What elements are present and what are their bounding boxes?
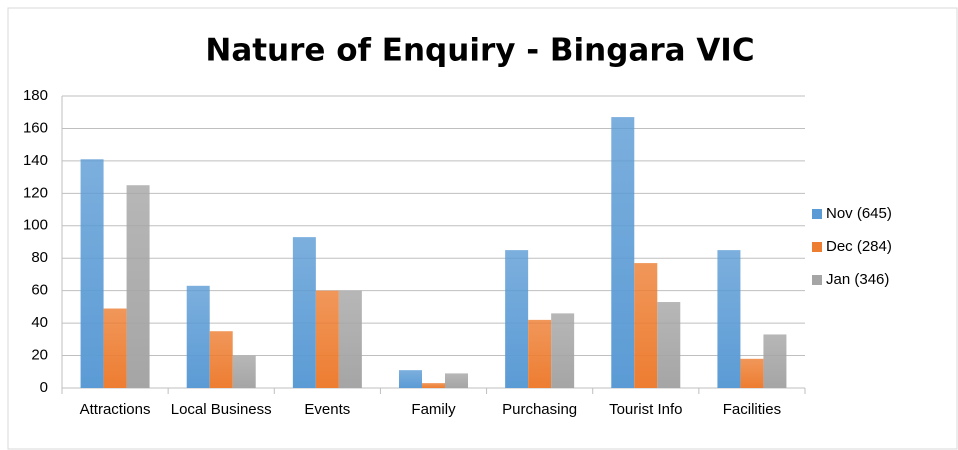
y-tick-label: 140 bbox=[23, 152, 48, 169]
legend-swatch bbox=[812, 275, 822, 285]
bar bbox=[505, 250, 529, 388]
y-tick-label: 0 bbox=[40, 379, 48, 396]
bar bbox=[740, 358, 764, 388]
y-tick-label: 60 bbox=[31, 282, 48, 299]
chart-frame bbox=[7, 7, 958, 450]
x-tick-label: Family bbox=[411, 401, 456, 418]
bar bbox=[80, 159, 104, 388]
bar bbox=[634, 263, 658, 388]
bar bbox=[528, 319, 552, 388]
y-tick-label: 40 bbox=[31, 314, 48, 331]
y-tick-label: 100 bbox=[23, 217, 48, 234]
x-tick-label: Local Business bbox=[171, 401, 272, 418]
bar bbox=[422, 383, 445, 388]
bar bbox=[763, 334, 787, 388]
bar bbox=[292, 237, 316, 388]
y-tick-label: 80 bbox=[31, 249, 48, 266]
legend-label: Nov (645) bbox=[826, 205, 892, 222]
bar bbox=[338, 290, 362, 388]
bar bbox=[209, 331, 233, 388]
bar bbox=[232, 355, 256, 388]
bar bbox=[611, 117, 635, 388]
bar bbox=[445, 373, 468, 388]
bar bbox=[315, 290, 339, 388]
legend-swatch bbox=[812, 242, 822, 252]
bar bbox=[126, 185, 150, 388]
x-tick-label: Purchasing bbox=[502, 401, 577, 418]
x-tick-label: Tourist Info bbox=[609, 401, 682, 418]
chart-title: Nature of Enquiry - Bingara VIC bbox=[205, 33, 754, 69]
bar bbox=[186, 285, 210, 388]
bar bbox=[717, 250, 741, 388]
x-tick-label: Events bbox=[304, 401, 350, 418]
bar bbox=[657, 302, 681, 388]
legend-label: Dec (284) bbox=[826, 238, 892, 255]
bar bbox=[399, 370, 422, 388]
bar bbox=[103, 308, 127, 388]
y-tick-label: 20 bbox=[31, 347, 48, 364]
legend-label: Jan (346) bbox=[826, 271, 889, 288]
x-tick-label: Attractions bbox=[80, 401, 151, 418]
x-tick-label: Facilities bbox=[723, 401, 781, 418]
y-tick-label: 160 bbox=[23, 119, 48, 136]
y-tick-label: 180 bbox=[23, 87, 48, 104]
y-tick-label: 120 bbox=[23, 184, 48, 201]
bar bbox=[551, 313, 575, 388]
legend-swatch bbox=[812, 209, 822, 219]
